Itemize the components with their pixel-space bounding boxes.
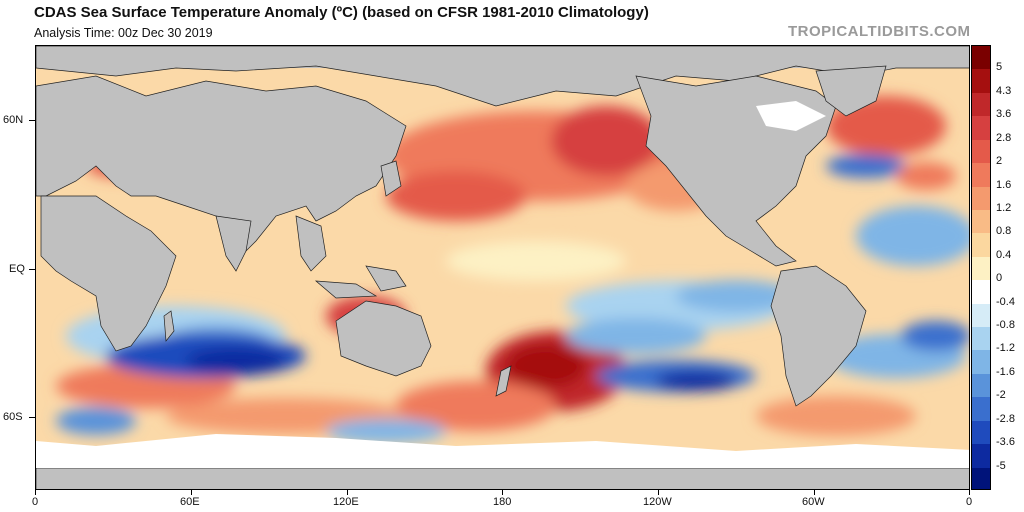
site-watermark: TROPICALTIDBITS.COM [788, 23, 971, 40]
colorbar-tick-label: 3.6 [996, 108, 1012, 121]
colorbar-segment [972, 69, 990, 94]
y-tick-mark-60n [29, 120, 35, 121]
y-tick-label-60s: 60S [3, 411, 23, 423]
x-tick-mark-0-right [969, 490, 970, 495]
colorbar-tick-label: 2 [996, 155, 1003, 168]
x-tick-mark-60w [814, 490, 815, 495]
x-tick-mark-180 [502, 490, 503, 495]
colorbar-tick-label: -2 [996, 389, 1006, 402]
colorbar [971, 45, 991, 490]
colorbar-segment [972, 303, 990, 328]
colorbar-segment [972, 139, 990, 164]
colorbar-segment [972, 256, 990, 281]
x-tick-label-0-right: 0 [966, 496, 973, 508]
x-tick-mark-60e [191, 490, 192, 495]
anomaly-field [46, 96, 969, 443]
colorbar-tick-label: -1.6 [996, 365, 1015, 378]
colorbar-tick-label: -5 [996, 459, 1006, 472]
colorbar-tick-label: 1.2 [996, 201, 1012, 214]
colorbar-tick-label: -1.2 [996, 342, 1015, 355]
x-tick-label-60w: 60W [802, 496, 825, 508]
x-tick-label-120w: 120W [643, 496, 672, 508]
colorbar-segment [972, 397, 990, 422]
x-tick-mark-120w [658, 490, 659, 495]
colorbar-tick-label: -0.8 [996, 319, 1015, 332]
colorbar-segment [972, 467, 990, 489]
y-tick-label-60n: 60N [3, 114, 24, 126]
sst-anomaly-map [35, 45, 970, 490]
colorbar-tick-label: 2.8 [996, 131, 1012, 144]
y-tick-mark-60s [29, 417, 35, 418]
colorbar-tick-label: 5 [996, 61, 1003, 74]
colorbar-segment [972, 92, 990, 117]
map-title: CDAS Sea Surface Temperature Anomaly (ºC… [34, 4, 649, 21]
colorbar-tick-label: 0.8 [996, 225, 1012, 238]
x-tick-label-60e: 60E [180, 496, 200, 508]
analysis-time: Analysis Time: 00z Dec 30 2019 [34, 26, 213, 40]
x-tick-label-180: 180 [493, 496, 512, 508]
colorbar-tick-label: 4.3 [996, 84, 1012, 97]
x-tick-mark-0 [35, 490, 36, 495]
colorbar-segment [972, 186, 990, 211]
colorbar-segment [972, 116, 990, 141]
colorbar-tick-label: 0.4 [996, 248, 1012, 261]
colorbar-segment [972, 280, 990, 305]
colorbar-segment [972, 420, 990, 445]
colorbar-segment [972, 233, 990, 258]
y-tick-label-eq: EQ [9, 263, 25, 275]
colorbar-segment [972, 327, 990, 351]
colorbar-segment [972, 46, 990, 70]
sea-ice [36, 101, 969, 468]
map-canvas [36, 46, 969, 489]
x-tick-mark-120e [347, 490, 348, 495]
colorbar-tick-label: -2.8 [996, 412, 1015, 425]
colorbar-tick-label: 0 [996, 272, 1003, 285]
y-tick-mark-eq [29, 269, 35, 270]
x-tick-label-120e: 120E [333, 496, 359, 508]
colorbar-tick-label: 1.6 [996, 178, 1012, 191]
x-tick-label-0: 0 [32, 496, 39, 508]
colorbar-segment [972, 163, 990, 187]
colorbar-tick-label: -0.4 [996, 295, 1015, 308]
colorbar-segment [972, 444, 990, 469]
colorbar-segment [972, 350, 990, 375]
colorbar-segment [972, 373, 990, 398]
colorbar-tick-label: -3.6 [996, 436, 1015, 449]
colorbar-segment [972, 209, 990, 234]
